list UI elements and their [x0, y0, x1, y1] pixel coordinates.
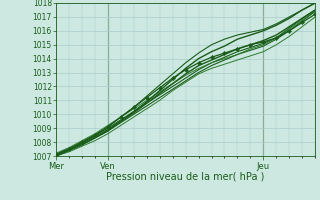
X-axis label: Pression niveau de la mer( hPa ): Pression niveau de la mer( hPa ): [107, 172, 265, 182]
